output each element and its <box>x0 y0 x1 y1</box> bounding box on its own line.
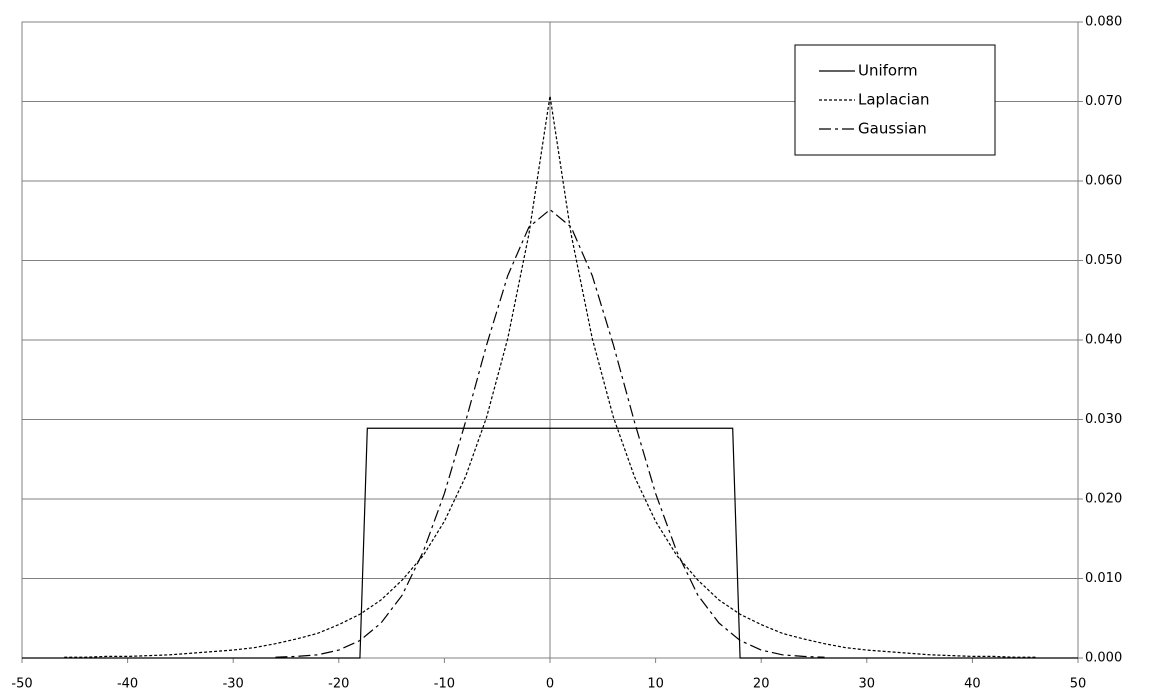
y-tick-label: 0.040 <box>1085 333 1122 348</box>
x-tick-label: -40 <box>117 677 138 692</box>
series-line <box>275 208 825 658</box>
legend-label: Gaussian <box>858 120 927 138</box>
series-line <box>64 95 1036 658</box>
y-tick-label: 0.000 <box>1085 651 1122 666</box>
x-tick-label: 40 <box>964 677 981 692</box>
x-tick-label: 0 <box>546 677 554 692</box>
x-tick-label: -10 <box>434 677 455 692</box>
series-line <box>22 427 1078 659</box>
legend-label: Uniform <box>858 62 918 80</box>
y-tick-label: 0.070 <box>1085 94 1122 109</box>
y-tick-label: 0.010 <box>1085 571 1122 586</box>
y-tick-label: 0.060 <box>1085 174 1122 189</box>
x-tick-label: -30 <box>223 677 244 692</box>
y-tick-label: 0.050 <box>1085 253 1122 268</box>
x-tick-label: -20 <box>328 677 349 692</box>
y-tick-label: 0.030 <box>1085 412 1122 427</box>
legend-box <box>794 44 996 156</box>
legend: Uniform Laplacian Gaussian <box>794 44 996 156</box>
x-tick-label: -50 <box>11 677 32 692</box>
y-tick-label: 0.080 <box>1085 15 1122 30</box>
x-tick-label: 20 <box>753 677 770 692</box>
legend-label: Laplacian <box>858 91 930 109</box>
x-tick-label: 10 <box>647 677 664 692</box>
x-tick-label: 30 <box>859 677 876 692</box>
y-tick-label: 0.020 <box>1085 492 1122 507</box>
x-tick-label: 50 <box>1070 677 1087 692</box>
